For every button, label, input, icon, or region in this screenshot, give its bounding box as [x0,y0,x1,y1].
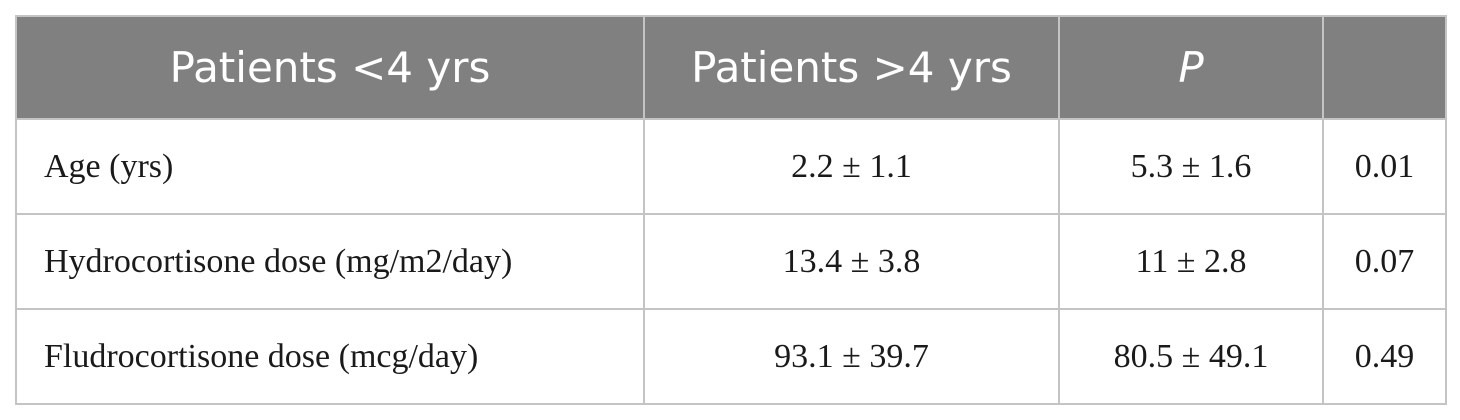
table-container: Patients <4 yrs Patients >4 yrs P Age (y… [15,15,1447,405]
table-row: Fludrocortisone dose (mcg/day) 93.1 ± 39… [15,308,1447,405]
table-row: Hydrocortisone dose (mg/m2/day) 13.4 ± 3… [15,213,1447,310]
cell: 13.4 ± 3.8 [643,213,1060,310]
row-label: Hydrocortisone dose (mg/m2/day) [15,213,645,310]
row-label: Age (yrs) [15,118,645,215]
cell: 11 ± 2.8 [1058,213,1324,310]
row-label: Fludrocortisone dose (mcg/day) [15,308,645,405]
header-cell: Patients <4 yrs [15,15,645,120]
header-row: Patients <4 yrs Patients >4 yrs P [15,15,1447,120]
cell: 93.1 ± 39.7 [643,308,1060,405]
header-cell-empty [1322,15,1447,120]
table-header: Patients <4 yrs Patients >4 yrs P [15,15,1447,120]
table-row: Age (yrs) 2.2 ± 1.1 5.3 ± 1.6 0.01 [15,118,1447,215]
cell: 0.07 [1322,213,1447,310]
cell: 80.5 ± 49.1 [1058,308,1324,405]
cell: 2.2 ± 1.1 [643,118,1060,215]
table-body: Age (yrs) 2.2 ± 1.1 5.3 ± 1.6 0.01 Hydro… [15,118,1447,405]
data-table: Patients <4 yrs Patients >4 yrs P Age (y… [15,15,1447,405]
header-cell: P [1058,15,1324,120]
cell: 5.3 ± 1.6 [1058,118,1324,215]
header-cell: Patients >4 yrs [643,15,1060,120]
cell: 0.49 [1322,308,1447,405]
cell: 0.01 [1322,118,1447,215]
